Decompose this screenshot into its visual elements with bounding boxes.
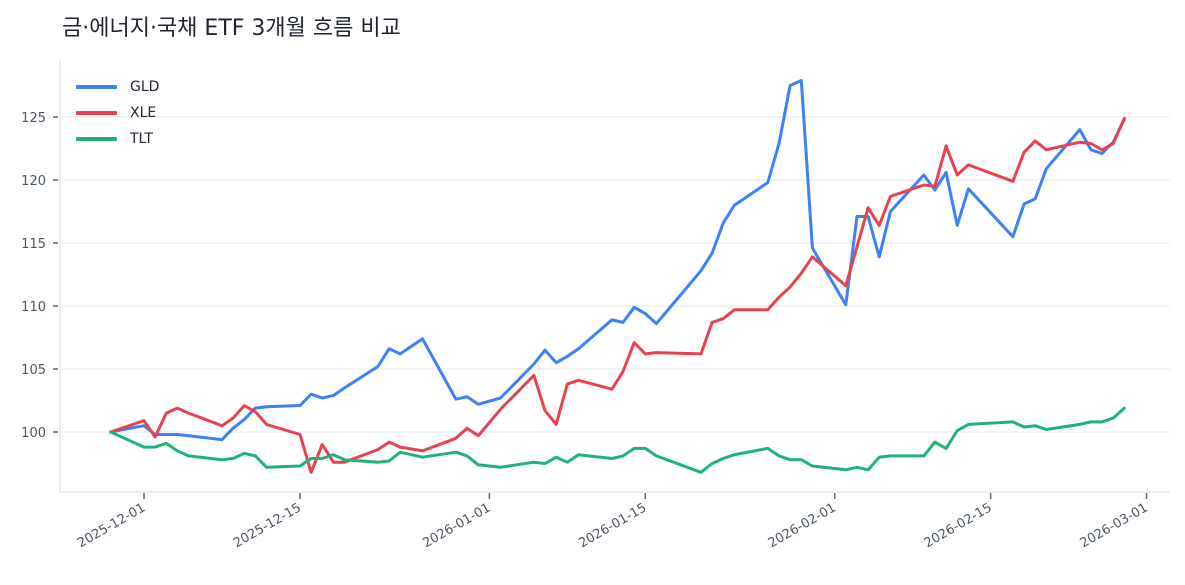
legend-item-xle: XLE — [76, 100, 159, 126]
series-line-gld — [109, 79, 1126, 442]
y-tick-label: 105 — [21, 363, 46, 378]
legend-label: TLT — [130, 131, 153, 147]
legend-item-tlt: TLT — [76, 126, 159, 152]
legend-label: XLE — [130, 105, 157, 121]
series-line-tlt — [109, 406, 1126, 474]
gridlines — [60, 116, 1170, 433]
y-tick-label: 120 — [21, 174, 46, 189]
legend-label: GLD — [130, 79, 160, 95]
series-lines — [109, 79, 1126, 474]
x-tick-label: 2025-12-01 — [75, 500, 148, 551]
x-tick-label: 2026-02-15 — [922, 500, 995, 551]
legend-item-gld: GLD — [76, 74, 159, 100]
y-tick-label: 115 — [21, 237, 46, 252]
chart-title: 금·에너지·국채 ETF 3개월 흐름 비교 — [62, 16, 401, 41]
series-line-xle — [109, 116, 1126, 474]
gld-swatch-icon — [76, 85, 117, 89]
legend: GLD XLE TLT — [76, 74, 159, 152]
x-tick-label: 2026-03-01 — [1078, 500, 1151, 551]
y-tick-label: 110 — [21, 300, 46, 315]
y-tick-label: 100 — [21, 426, 46, 441]
x-tick-label: 2026-01-01 — [420, 500, 493, 551]
tlt-swatch-icon — [76, 137, 117, 141]
y-tick-label: 125 — [21, 111, 46, 126]
x-tick-label: 2025-12-15 — [231, 500, 304, 551]
xle-swatch-icon — [76, 111, 117, 115]
x-tick-label: 2026-01-15 — [576, 500, 649, 551]
x-tick-label: 2026-02-01 — [766, 500, 839, 551]
